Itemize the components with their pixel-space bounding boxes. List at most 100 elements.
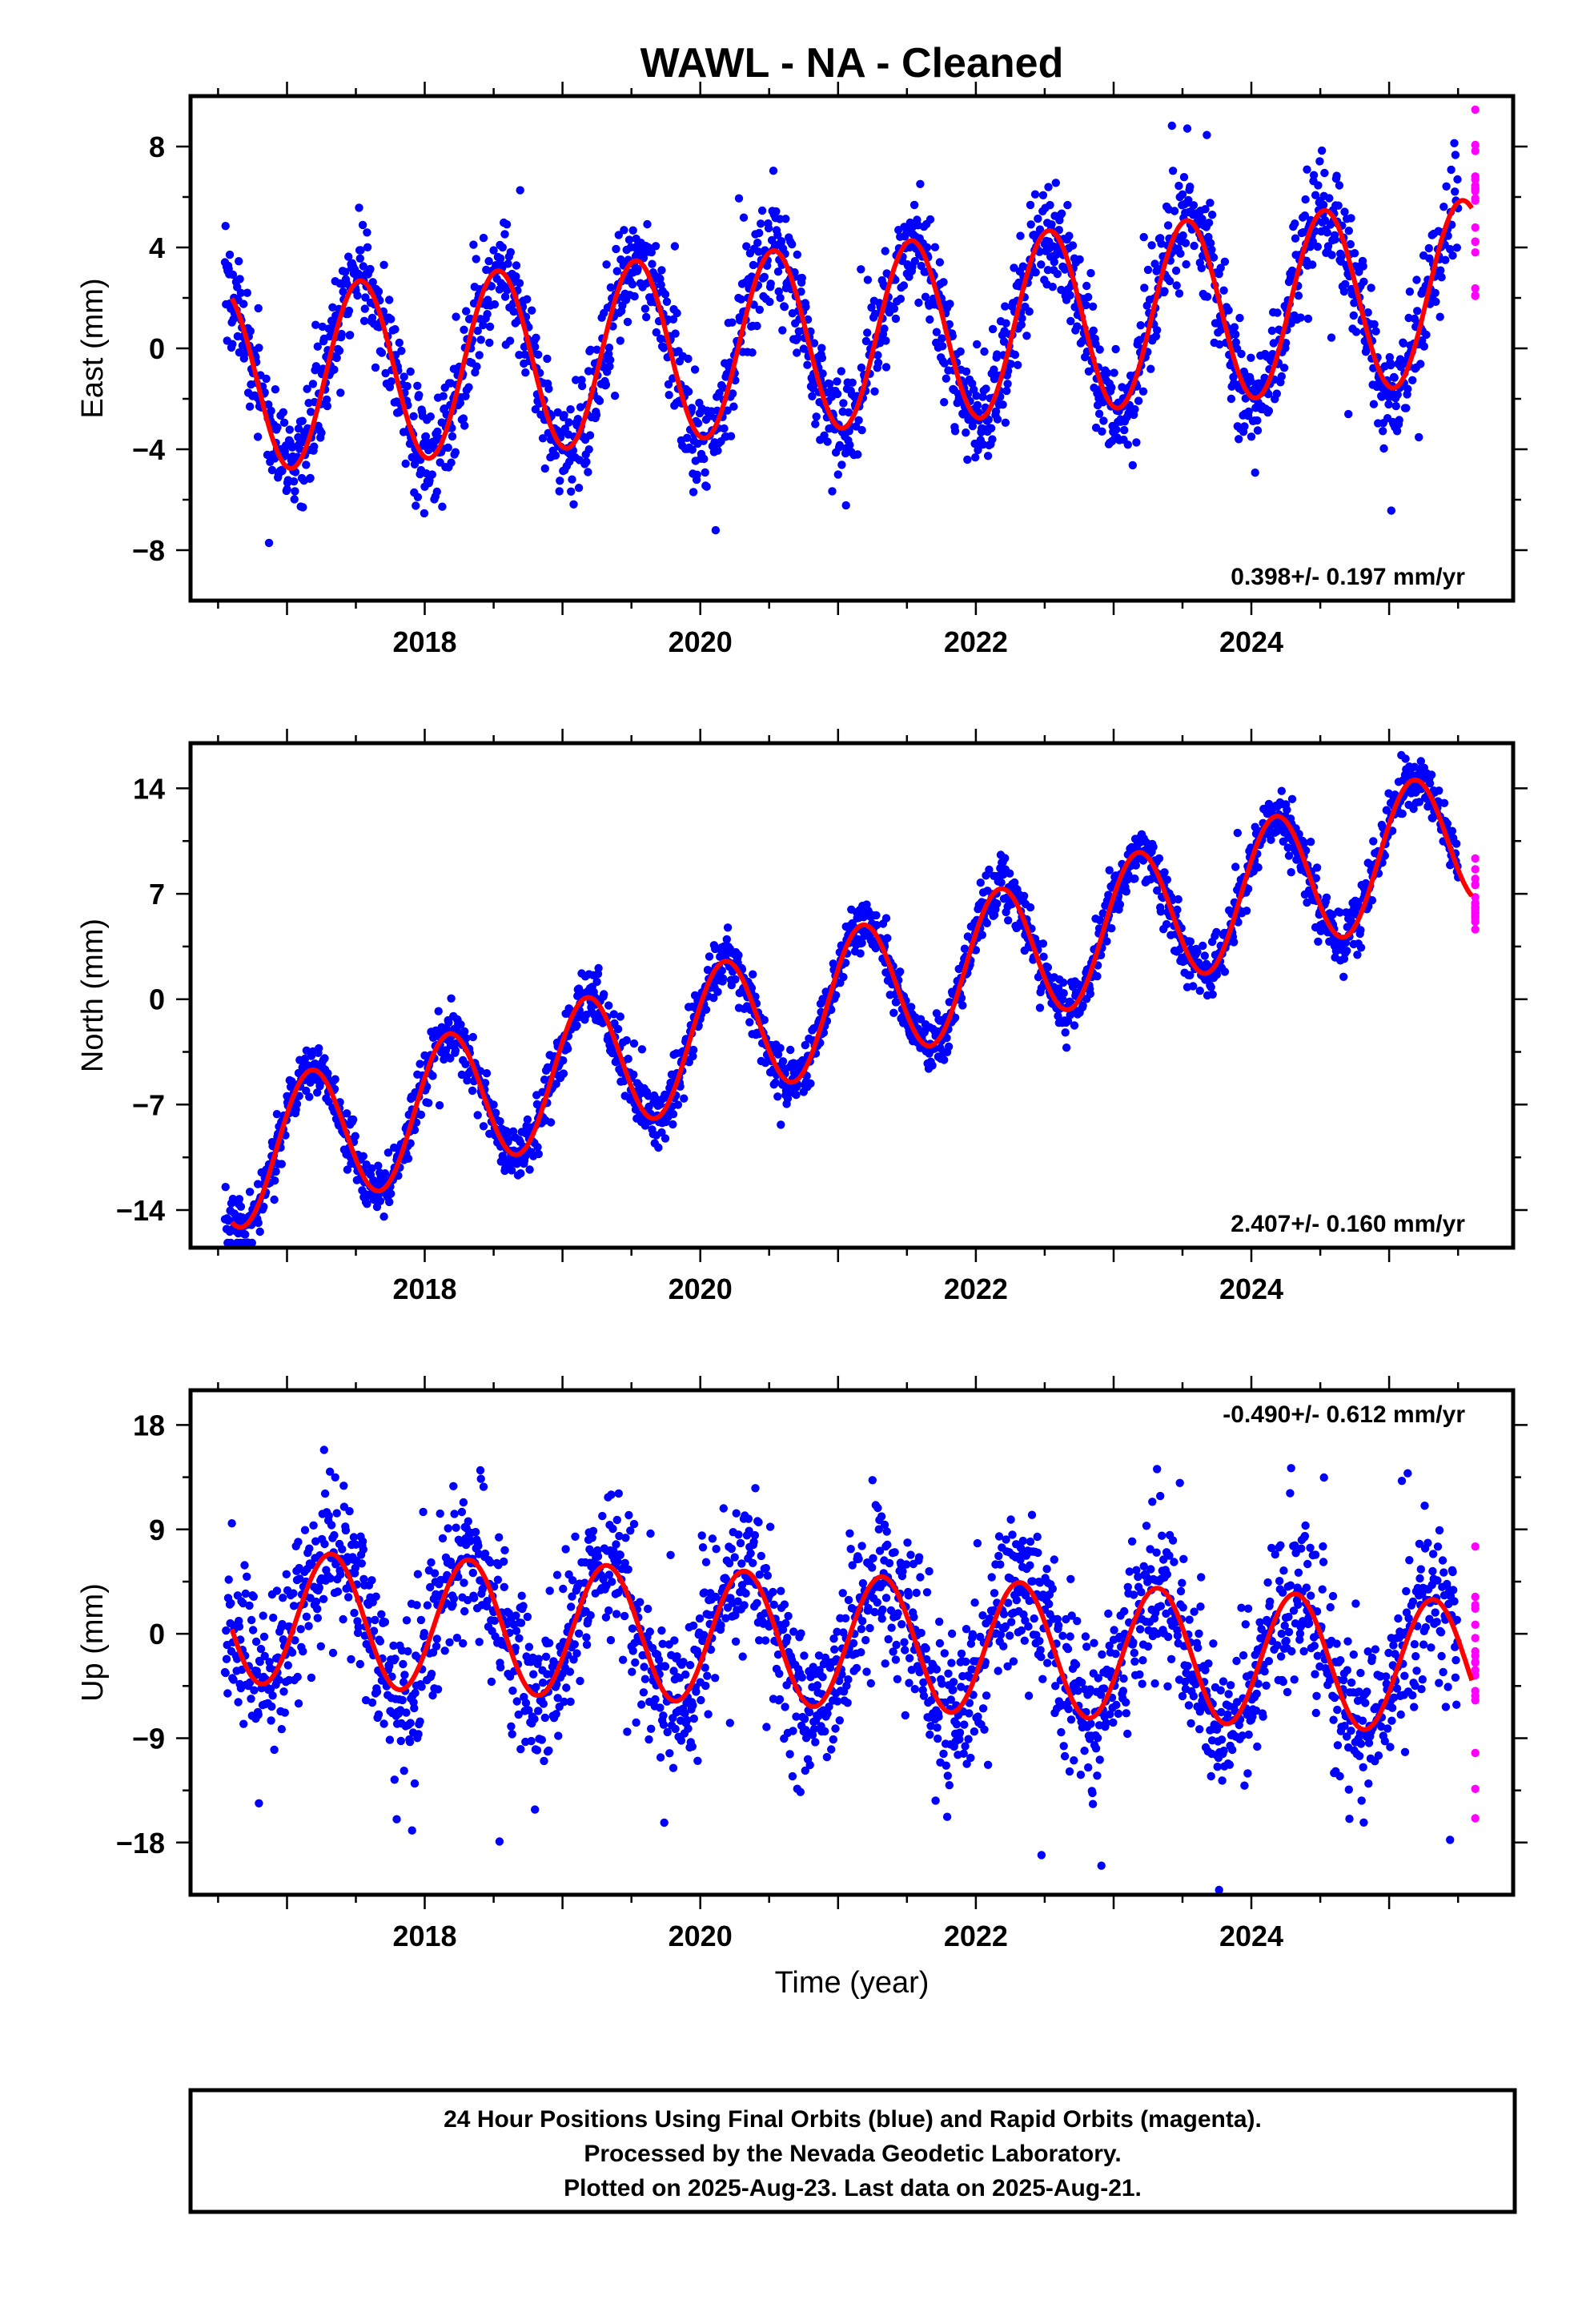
east-final-point (1339, 287, 1349, 296)
up-final-point (341, 1526, 351, 1535)
up-final-point (250, 1686, 259, 1695)
north-final-point (731, 975, 740, 984)
up-final-point (272, 1586, 282, 1595)
north-final-point (351, 1132, 359, 1140)
east-x-tick-label: 2018 (392, 625, 456, 658)
east-final-point (1412, 275, 1421, 284)
east-final-point (809, 339, 819, 348)
up-final-point (493, 1575, 503, 1584)
up-final-point (338, 1545, 347, 1554)
east-final-point (556, 476, 564, 485)
east-final-point (1219, 286, 1228, 295)
east-final-point (339, 287, 347, 296)
east-final-point (346, 331, 355, 340)
east-final-point (1422, 330, 1431, 340)
up-final-point (433, 1685, 443, 1694)
up-final-point (430, 1569, 440, 1578)
up-final-point (406, 1719, 415, 1727)
up-final-point (248, 1626, 258, 1634)
east-final-point (1120, 425, 1129, 435)
east-final-point (540, 464, 549, 473)
north-x-tick-label: 2018 (392, 1273, 456, 1305)
east-final-point (1301, 195, 1310, 204)
east-final-point (606, 283, 616, 292)
east-final-point (253, 432, 263, 441)
north-y-tick-label: −7 (132, 1088, 165, 1121)
east-final-point (1002, 386, 1011, 396)
east-final-point (359, 262, 367, 271)
east-final-point (773, 267, 783, 276)
east-final-point (861, 336, 871, 346)
east-final-point (940, 359, 950, 368)
east-y-axis-label: East (mm) (76, 278, 110, 418)
east-final-point (1016, 231, 1025, 240)
east-final-point (610, 392, 620, 400)
east-final-point (773, 231, 782, 239)
up-final-point (436, 1509, 444, 1518)
north-final-point (380, 1169, 390, 1178)
up-final-point (279, 1594, 287, 1602)
east-final-point (1132, 438, 1141, 447)
up-final-point (391, 1655, 400, 1663)
east-final-point (502, 220, 512, 229)
north-final-point (777, 1120, 785, 1129)
up-final-point (412, 1601, 421, 1610)
north-final-point (221, 1183, 230, 1192)
east-final-point (553, 408, 562, 417)
north-final-point (1062, 1043, 1071, 1052)
east-final-point (837, 460, 846, 469)
east-final-point (459, 414, 468, 423)
east-rapid-point (1471, 292, 1480, 300)
east-final-point (225, 250, 235, 259)
up-final-point (527, 1736, 536, 1746)
east-final-point (1206, 239, 1215, 247)
up-final-point (459, 1498, 468, 1507)
north-final-point (546, 1118, 556, 1127)
north-final-point (637, 1045, 647, 1054)
east-final-point (1450, 139, 1459, 147)
up-final-point (279, 1687, 288, 1696)
east-final-point (1424, 243, 1434, 253)
east-final-point (1204, 219, 1214, 227)
north-final-point (1070, 1021, 1079, 1030)
east-final-point (1174, 181, 1183, 191)
east-final-point (1351, 328, 1361, 336)
east-final-point (577, 381, 587, 391)
north-final-point (669, 1110, 678, 1119)
north-final-point (896, 967, 905, 976)
up-final-point (269, 1613, 278, 1622)
up-final-point (313, 1614, 322, 1622)
east-final-point (267, 465, 277, 475)
north-rapid-point (1471, 854, 1480, 863)
east-final-point (612, 244, 620, 254)
north-final-point (786, 1045, 795, 1055)
east-final-point (1066, 316, 1075, 326)
east-final-point (1001, 302, 1010, 311)
up-final-point (374, 1710, 383, 1719)
east-final-point (290, 495, 299, 504)
east-final-point (1022, 332, 1031, 340)
east-final-point (661, 290, 670, 299)
up-final-point (523, 1612, 532, 1622)
north-final-point (1220, 967, 1230, 976)
east-final-point (754, 247, 763, 256)
east-final-point (1088, 302, 1098, 311)
north-final-point (236, 1202, 246, 1212)
north-final-point (958, 1001, 967, 1010)
north-final-point (713, 987, 722, 996)
north-final-point (604, 1001, 613, 1010)
north-final-point (468, 1032, 477, 1042)
east-final-point (1332, 171, 1341, 180)
east-final-point (336, 388, 345, 397)
up-final-point (300, 1526, 310, 1534)
east-final-point (1057, 209, 1066, 218)
east-final-point (371, 363, 380, 372)
north-final-point (749, 970, 757, 979)
east-final-point (472, 362, 481, 371)
east-final-point (436, 458, 444, 467)
east-final-point (421, 432, 431, 441)
east-final-point (287, 443, 297, 452)
up-final-point (519, 1602, 528, 1610)
east-final-point (264, 400, 273, 409)
east-final-point (1111, 344, 1120, 354)
